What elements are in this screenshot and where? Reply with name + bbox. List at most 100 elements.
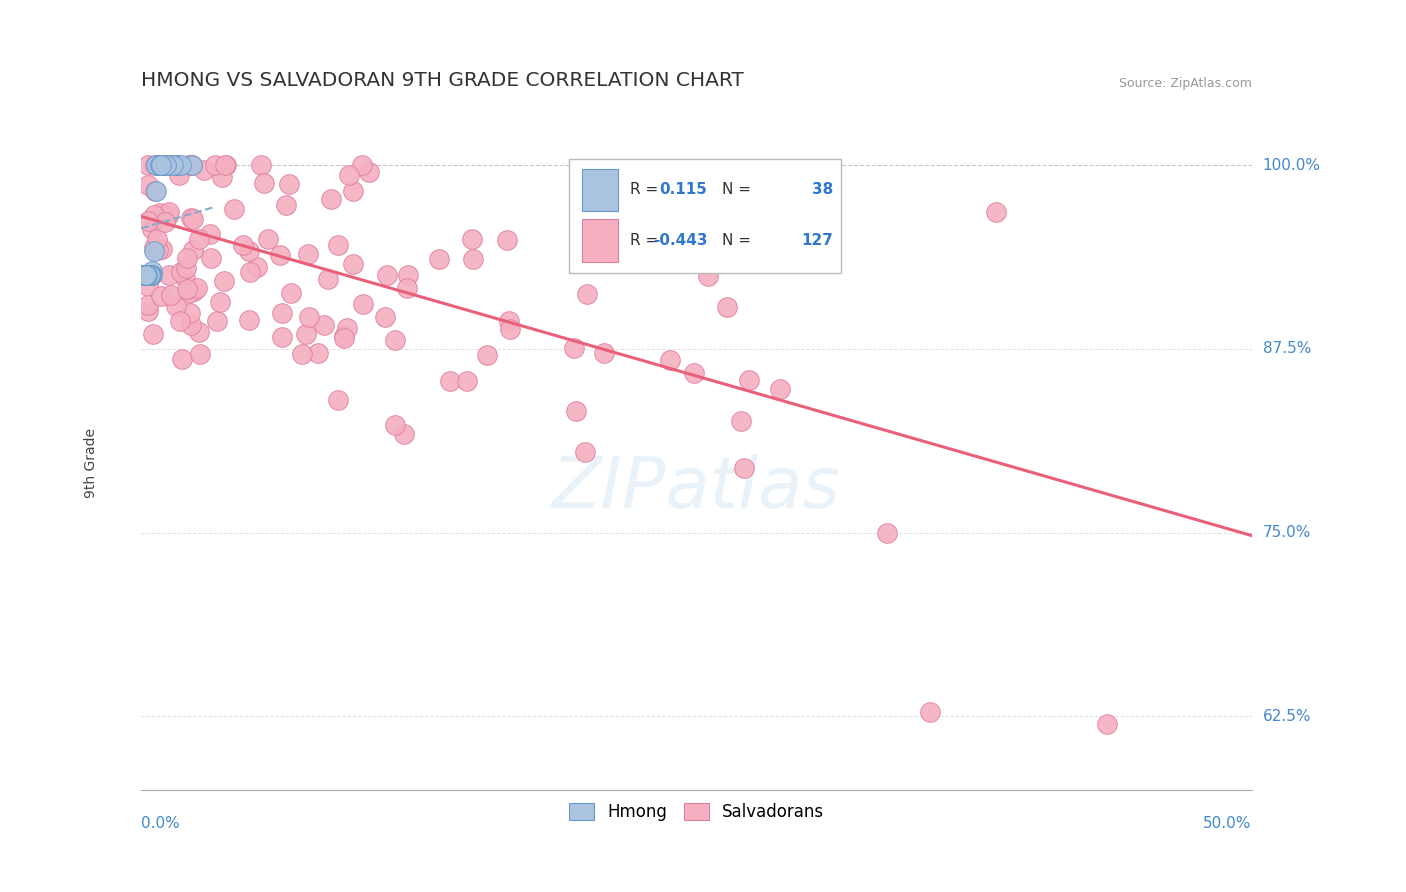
Point xyxy=(142,208,165,222)
Text: R =: R = xyxy=(630,233,658,248)
Point xyxy=(170,158,193,172)
Point xyxy=(769,382,792,396)
Point xyxy=(159,158,181,172)
Point xyxy=(277,177,299,191)
Point xyxy=(145,158,167,172)
Point xyxy=(336,320,359,334)
Point xyxy=(166,158,188,172)
Point xyxy=(574,445,596,459)
Point xyxy=(238,244,260,258)
Point xyxy=(169,313,191,327)
Point xyxy=(439,374,461,388)
Point xyxy=(384,333,406,347)
Point xyxy=(562,341,585,355)
Legend: Hmong, Salvadorans: Hmong, Salvadorans xyxy=(562,796,831,828)
Point xyxy=(180,318,202,332)
Point xyxy=(499,321,522,335)
Point xyxy=(463,252,485,266)
Point xyxy=(316,272,339,286)
Point xyxy=(716,300,738,314)
Point xyxy=(139,268,162,283)
Point xyxy=(134,268,156,283)
Point xyxy=(374,310,396,324)
Point xyxy=(146,243,169,257)
Point xyxy=(307,346,329,360)
Point xyxy=(165,299,187,313)
Point xyxy=(475,348,498,362)
Point xyxy=(141,221,163,235)
Point xyxy=(141,264,163,278)
Point xyxy=(253,176,276,190)
Point xyxy=(157,205,180,219)
Text: 87.5%: 87.5% xyxy=(1263,342,1310,356)
Point xyxy=(461,232,484,246)
Point xyxy=(149,158,172,172)
Point xyxy=(179,306,201,320)
Point xyxy=(321,192,343,206)
Point xyxy=(326,393,349,408)
Point xyxy=(176,252,198,266)
Point xyxy=(150,158,173,172)
Point xyxy=(150,289,173,303)
Point xyxy=(295,327,318,342)
Point xyxy=(141,268,163,283)
Point xyxy=(136,304,159,318)
Bar xyxy=(582,219,617,261)
Point xyxy=(136,268,159,283)
Point xyxy=(174,271,197,285)
Point xyxy=(200,251,222,265)
Point xyxy=(186,281,208,295)
Point xyxy=(157,268,180,283)
Point xyxy=(918,705,941,719)
Point xyxy=(256,232,278,246)
Point xyxy=(193,162,215,177)
Point xyxy=(312,318,335,333)
Point xyxy=(136,279,159,293)
Point xyxy=(176,285,198,300)
Point xyxy=(215,158,238,172)
Text: N =: N = xyxy=(723,233,751,248)
Point xyxy=(145,231,167,245)
Point xyxy=(737,373,759,387)
Point xyxy=(132,268,155,283)
Point xyxy=(198,227,221,241)
Point xyxy=(212,274,235,288)
Point xyxy=(188,326,211,340)
Point xyxy=(136,298,159,312)
Point xyxy=(134,268,156,283)
Point xyxy=(298,310,321,325)
Point xyxy=(427,252,450,266)
Point xyxy=(132,268,155,283)
Point xyxy=(498,314,520,328)
Point xyxy=(136,268,159,283)
Point xyxy=(733,460,755,475)
Point xyxy=(659,352,682,367)
Text: 127: 127 xyxy=(801,233,832,248)
Point xyxy=(357,165,380,179)
Point xyxy=(145,184,167,198)
Point xyxy=(564,404,586,418)
Text: 38: 38 xyxy=(811,182,832,197)
Point xyxy=(167,168,190,182)
Point xyxy=(456,374,478,388)
Point xyxy=(238,313,260,327)
Point xyxy=(132,268,155,283)
Point xyxy=(271,306,294,320)
Point xyxy=(180,211,202,225)
Point xyxy=(134,268,156,283)
Point xyxy=(138,268,160,283)
Text: ZIPatlas: ZIPatlas xyxy=(553,454,841,524)
Point xyxy=(271,330,294,344)
Point xyxy=(176,282,198,296)
Point xyxy=(149,158,172,172)
Point xyxy=(398,268,420,282)
Point xyxy=(181,243,204,257)
Point xyxy=(143,184,166,198)
Point xyxy=(375,268,398,282)
Point xyxy=(179,285,201,300)
Point xyxy=(152,158,174,172)
Point xyxy=(134,268,156,283)
Point xyxy=(188,232,211,246)
Text: N =: N = xyxy=(723,182,751,197)
Point xyxy=(170,351,193,366)
